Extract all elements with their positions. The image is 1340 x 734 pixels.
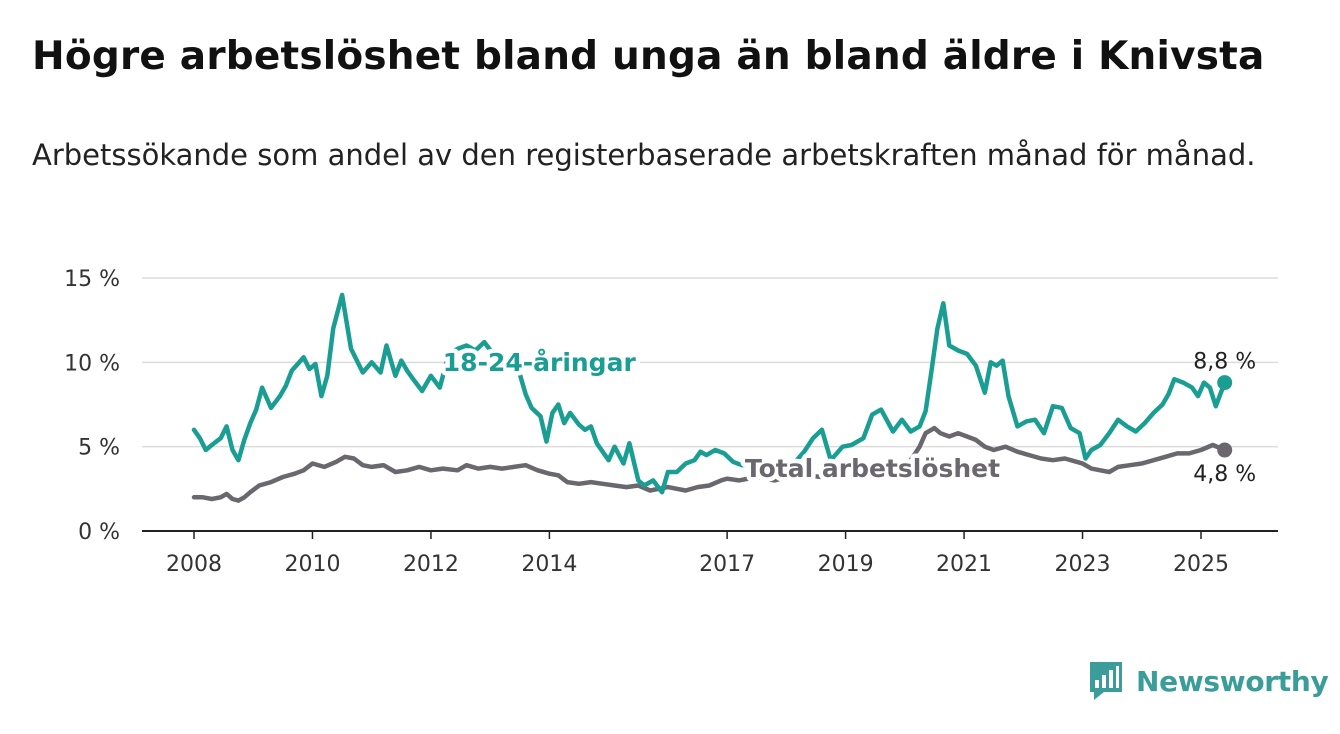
y-tick-label: 10 % — [64, 351, 120, 376]
newsworthy-brand: Newsworthy — [1088, 660, 1329, 702]
x-tick-label: 2025 — [1173, 552, 1229, 577]
grid-lines — [142, 277, 1278, 448]
x-tick-label: 2012 — [403, 552, 459, 577]
chart-subtitle: Arbetssökande som andel av den registerb… — [32, 138, 1256, 172]
brand-name: Newsworthy — [1136, 664, 1329, 698]
x-tick-label: 2021 — [936, 552, 992, 577]
line-chart: 0 %5 %10 %15 % 2008 2010 2012 2014 2017 2019 2… — [64, 267, 1278, 577]
x-axis: 2008 2010 2012 2014 2017 2019 2021 2023 2025 — [142, 530, 1278, 577]
youth-series-line — [191, 292, 1227, 495]
series-labels: 18-24-åringar Total arbetslöshet 8,8 % 4,8 … — [438, 343, 1256, 487]
x-tick-label: 2019 — [818, 552, 874, 577]
x-tick-label: 2023 — [1055, 552, 1111, 577]
series-lines — [191, 292, 1233, 503]
y-tick-label: 0 % — [78, 520, 120, 545]
total-series-label: Total arbetslöshet — [745, 454, 1000, 483]
x-tick-label: 2008 — [166, 552, 222, 577]
y-axis: 0 % 5 % 10 % 15 % — [64, 267, 120, 545]
x-tick-label: 2010 — [284, 552, 340, 577]
y-tick-label: 15 % — [64, 267, 120, 292]
x-tick-label: 2017 — [699, 552, 755, 577]
total-end-value-label: 4,8 % — [1193, 462, 1256, 487]
chart-title: Högre arbetslöshet bland unga än bland ä… — [32, 34, 1265, 79]
newsworthy-logo-icon — [1090, 662, 1122, 700]
y-tick-label: 5 % — [78, 436, 120, 461]
total-series-line — [191, 425, 1227, 503]
youth-end-value-label: 8,8 % — [1193, 350, 1256, 375]
youth-end-point — [1217, 375, 1233, 391]
youth-series-label: 18-24-åringar — [443, 348, 637, 377]
x-tick-label: 2014 — [521, 552, 577, 577]
total-end-point — [1217, 442, 1233, 458]
